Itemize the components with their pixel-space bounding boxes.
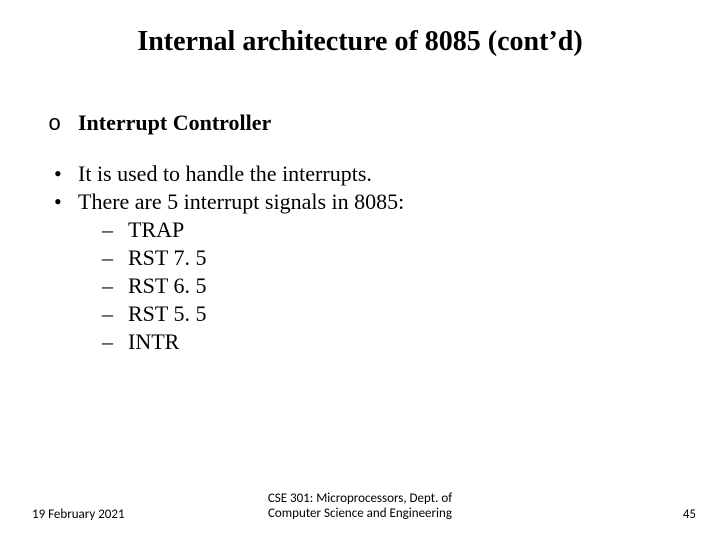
dash-marker: – [102, 245, 128, 271]
dash-text: RST 6. 5 [128, 273, 206, 299]
bullet-text: It is used to handle the interrupts. [78, 161, 372, 187]
bullet-text: There are 5 interrupt signals in 8085: [78, 189, 404, 215]
dash-text: INTR [128, 329, 179, 355]
dash-text: TRAP [128, 217, 184, 243]
slide-title: Internal architecture of 8085 (cont’d) [0, 26, 720, 58]
footer-page-number: 45 [683, 507, 696, 522]
dash-marker: – [102, 217, 128, 243]
dash-item: – TRAP [102, 217, 672, 243]
footer-date: 19 February 2021 [32, 507, 125, 522]
dash-text: RST 5. 5 [128, 301, 206, 327]
slide-footer: 19 February 2021 CSE 301: Microprocessor… [0, 491, 720, 522]
slide: Internal architecture of 8085 (cont’d) o… [0, 0, 720, 540]
dash-item: – RST 6. 5 [102, 273, 672, 299]
dash-marker: – [102, 329, 128, 355]
dash-item: – INTR [102, 329, 672, 355]
dash-text: RST 7. 5 [128, 245, 206, 271]
dash-marker: – [102, 273, 128, 299]
bullet-item: • It is used to handle the interrupts. [48, 161, 672, 187]
slide-body: o Interrupt Controller • It is used to h… [48, 110, 672, 355]
dash-item: – RST 7. 5 [102, 245, 672, 271]
dash-item: – RST 5. 5 [102, 301, 672, 327]
footer-course-line1: CSE 301: Microprocessors, Dept. of [0, 491, 720, 507]
bullet-marker: • [48, 189, 78, 215]
dash-marker: – [102, 301, 128, 327]
bullet-marker: • [48, 161, 78, 187]
circle-marker: o [48, 112, 78, 137]
section-heading: o Interrupt Controller [48, 110, 672, 137]
section-label: Interrupt Controller [78, 110, 271, 136]
bullet-item: • There are 5 interrupt signals in 8085: [48, 189, 672, 215]
